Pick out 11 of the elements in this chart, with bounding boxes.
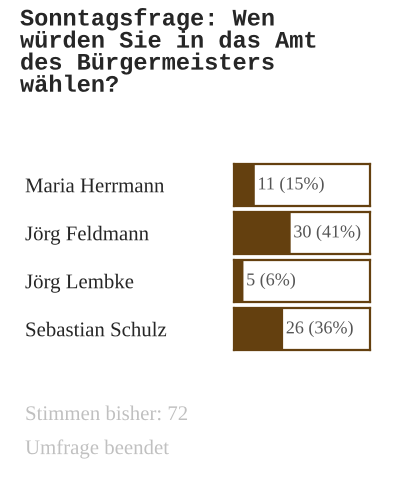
data-label: 11 (15%) [259, 176, 324, 194]
data-label: 5 (6%) [247, 272, 296, 290]
chart-title: Sonntagsfrage: Wen würden Sie in das Amt des Bürgermeisters wählen? [20, 8, 316, 92]
data-label: 26 (36%) [286, 320, 353, 338]
y-tick-label: Sebastian Schulz [26, 322, 166, 336]
y-tick-label: Jörg Lembke [25, 274, 134, 293]
y-tick-label: Jörg Feldmann [25, 226, 149, 245]
text: Umfrage beendet [25, 439, 169, 459]
text: Stimmen bisher: 72 [26, 406, 188, 420]
y-tick-label: Maria Herrmann [26, 178, 164, 192]
data-label: 30 (41%) [294, 224, 360, 242]
